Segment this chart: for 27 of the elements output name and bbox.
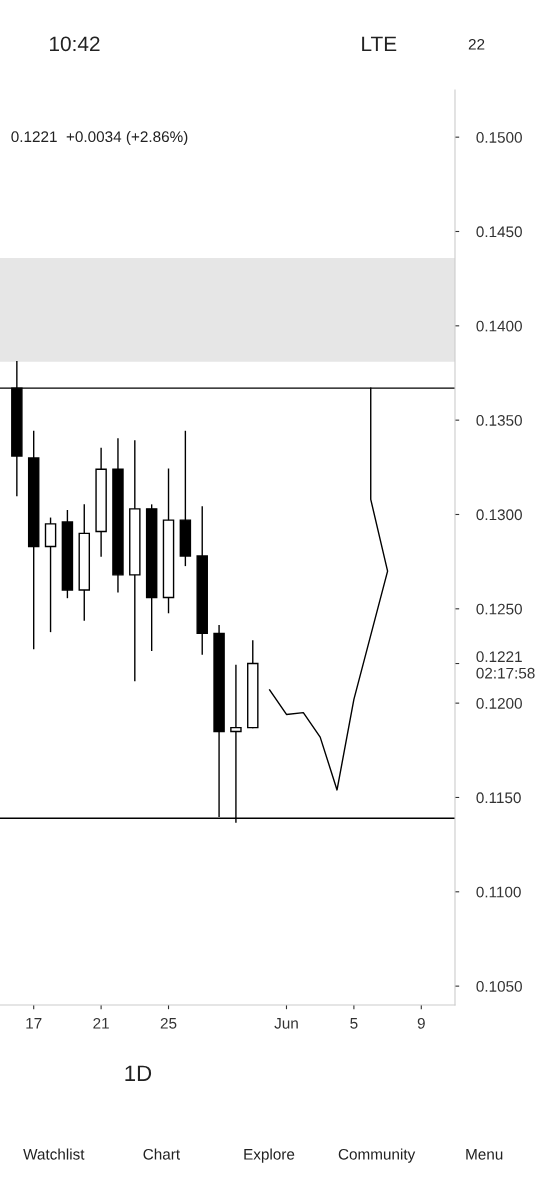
text: LTE — [362, 36, 397, 51]
x-tick-label: 5 — [350, 1018, 358, 1029]
y-tick-label: 0.1500 — [476, 132, 522, 143]
text: Menu — [466, 1149, 503, 1160]
y-tick-label: 0.1200 — [476, 698, 522, 709]
text: Chart — [143, 1148, 180, 1160]
y-tick-label: 0.1050 — [476, 981, 522, 992]
text: 22 — [468, 38, 485, 50]
text: Watchlist — [23, 1148, 85, 1160]
y-tick-label: 0.1150 — [476, 792, 521, 804]
y-tick-label: 0.1400 — [476, 320, 522, 332]
y-tick-label: 0.1250 — [476, 603, 522, 615]
x-tick-label: 21 — [93, 1017, 109, 1029]
y-tick-label: 0.1300 — [476, 509, 522, 521]
annotation: 0.1221 +0.0034 (+2.86%) — [11, 130, 188, 146]
text: 10:42 — [50, 36, 100, 52]
x-tick-label: 25 — [160, 1017, 177, 1029]
y-tick-label: 0.1100 — [476, 886, 521, 898]
x-tick-label: 9 — [417, 1017, 425, 1029]
text: Explore — [244, 1148, 295, 1163]
x-tick-label: Jun — [274, 1018, 298, 1029]
y-tick-label: 0.1450 — [476, 226, 522, 238]
x-tick-label: 17 — [26, 1018, 42, 1029]
y-tick-label: 0.1221 02:17:58 — [476, 651, 535, 679]
text: Community — [338, 1148, 416, 1163]
text: 1D — [125, 1065, 152, 1081]
y-tick-label: 0.1350 — [476, 415, 522, 426]
